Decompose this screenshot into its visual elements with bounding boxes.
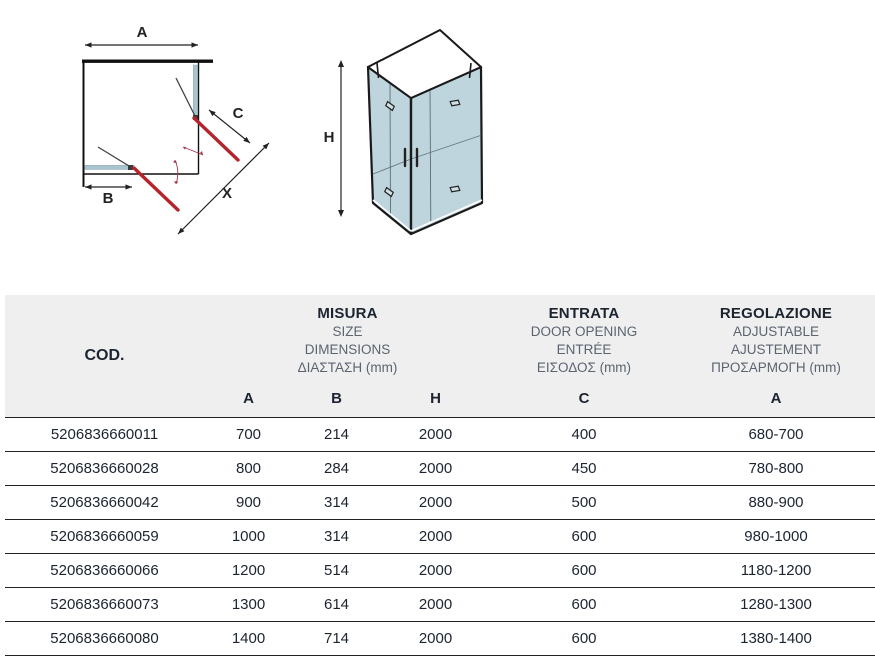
- svg-text:X: X: [222, 185, 232, 202]
- svg-text:C: C: [233, 105, 244, 122]
- svg-text:A: A: [137, 24, 148, 41]
- svg-text:H: H: [324, 129, 335, 146]
- svg-text:B: B: [103, 190, 114, 207]
